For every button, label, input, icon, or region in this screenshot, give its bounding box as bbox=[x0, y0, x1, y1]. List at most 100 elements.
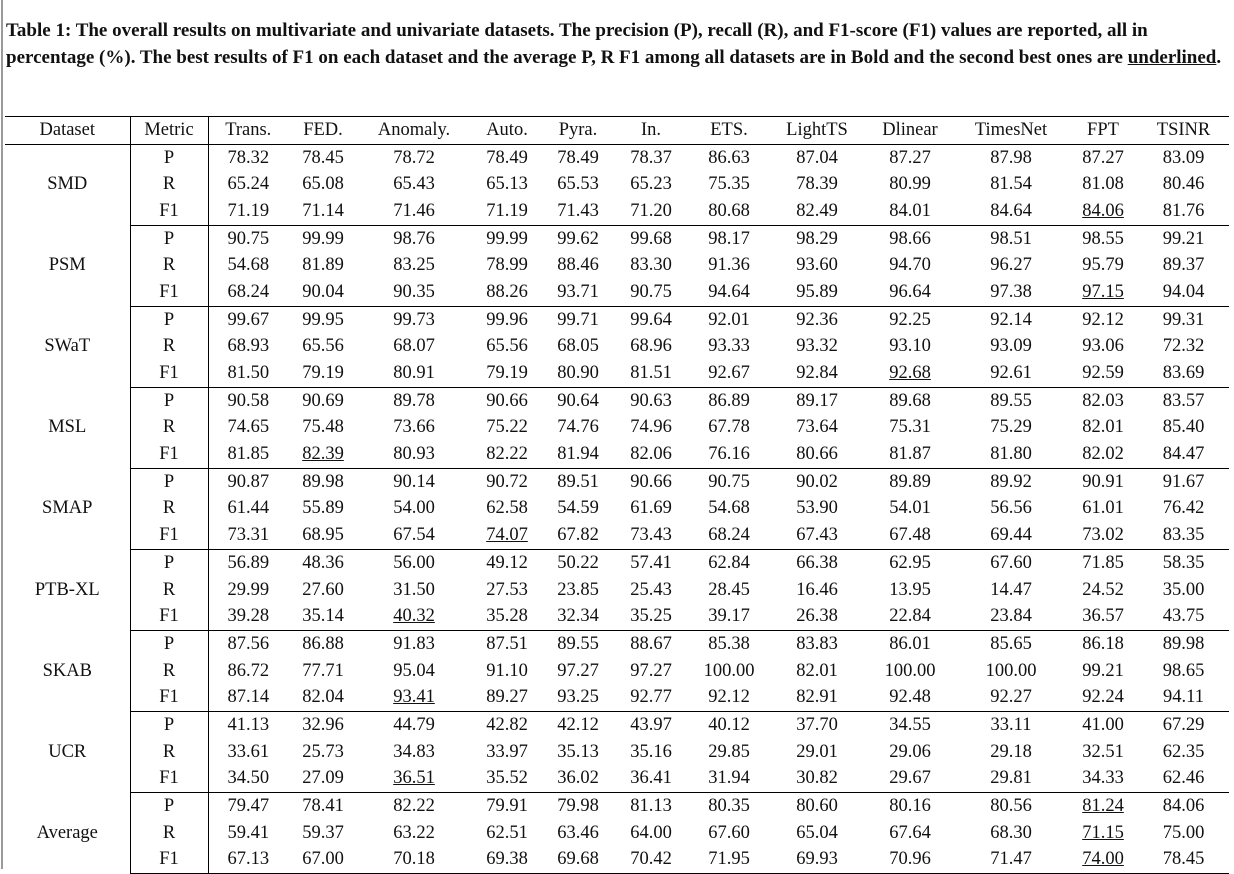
table-cell: 99.21 bbox=[1082, 660, 1124, 681]
table-row: Average P 79.47 78.41 82.22 79.91 79.98 81.13 80… bbox=[5, 792, 1229, 874]
table-cell: 94.64 bbox=[690, 279, 768, 307]
table-cell: 40.32 bbox=[358, 603, 470, 632]
table-cell: 87.56 bbox=[227, 633, 270, 654]
metric-label: P bbox=[130, 792, 209, 820]
table-cell: 89.55 bbox=[990, 390, 1032, 411]
table-cell: 68.95 bbox=[288, 522, 358, 551]
table-cell: 59.41 bbox=[227, 822, 270, 843]
dataset-group: SMAP P 90.87 89.98 90.14 90.72 89.51 90.66 90.75… bbox=[5, 468, 1229, 551]
table-cell: 50.22 bbox=[557, 552, 599, 573]
table-cell: 96.64 bbox=[866, 279, 954, 307]
table-cell: 65.23 bbox=[630, 174, 672, 195]
table-cell: 85.40 bbox=[1162, 417, 1205, 438]
table-cell: 69.38 bbox=[470, 846, 544, 874]
metric-label: R bbox=[130, 333, 209, 361]
table-cell: 27.60 bbox=[302, 579, 344, 600]
table-cell: 62.35 bbox=[1162, 741, 1205, 762]
column-header: FED. bbox=[288, 116, 358, 145]
table-cell: 71.43 bbox=[544, 198, 612, 226]
table-cell: 80.93 bbox=[358, 441, 470, 469]
table-cell: 86.72 bbox=[227, 660, 270, 681]
metric-label: F1 bbox=[130, 198, 209, 226]
table-cell: 70.42 bbox=[612, 846, 690, 874]
table-cell: 83.30 bbox=[630, 255, 672, 276]
table-row: R 68.93 65.56 68.07 65.56 68.05 68.96 93.33 93.3… bbox=[5, 333, 1229, 361]
table-cell: 65.56 bbox=[302, 336, 344, 357]
table-cell: 65.56 bbox=[486, 336, 528, 357]
table-cell: 76.16 bbox=[690, 441, 768, 469]
table-cell: 84.01 bbox=[866, 198, 954, 226]
table-row: F1 71.19 71.14 71.46 71.19 71.43 71.20 80.68 82.… bbox=[5, 198, 1229, 226]
dataset-name: SWaT bbox=[5, 306, 131, 388]
table-cell: 35.16 bbox=[630, 741, 672, 762]
table-cell: 61.69 bbox=[630, 498, 672, 519]
table-row: F1 34.50 27.09 36.51 35.52 36.02 36.41 31.94 30.… bbox=[5, 765, 1229, 794]
table-cell: 87.14 bbox=[208, 684, 288, 713]
table-cell: 68.05 bbox=[557, 336, 599, 357]
table-cell: 88.26 bbox=[470, 279, 544, 307]
table-cell: 98.76 bbox=[393, 228, 435, 249]
table-cell: 81.89 bbox=[302, 255, 344, 276]
table-cell: 65.13 bbox=[486, 174, 528, 195]
table-cell: 63.46 bbox=[557, 822, 599, 843]
table-cell: 92.12 bbox=[690, 684, 768, 713]
table-cell: 73.31 bbox=[208, 522, 288, 551]
table-cell: 56.56 bbox=[990, 498, 1032, 519]
table-cell: 32.34 bbox=[544, 603, 612, 632]
table-cell: 100.00 bbox=[985, 660, 1037, 681]
table-cell: 72.32 bbox=[1162, 336, 1205, 357]
dataset-group: SWaT P 99.67 99.95 99.73 99.96 99.71 99.64 92.01… bbox=[5, 306, 1229, 388]
table-cell: 78.49 bbox=[486, 147, 528, 168]
table-cell: 90.66 bbox=[486, 390, 528, 411]
metric-label: P bbox=[130, 225, 209, 253]
metric-label: F1 bbox=[130, 846, 209, 874]
table-cell: 80.56 bbox=[990, 796, 1032, 817]
table-cell: 62.51 bbox=[486, 822, 528, 843]
table-row: R 61.44 55.89 54.00 62.58 54.59 61.69 54.68 53.9… bbox=[5, 495, 1229, 523]
table-cell: 88.67 bbox=[630, 633, 672, 654]
table-cell: 80.46 bbox=[1162, 174, 1205, 195]
table-cell: 66.38 bbox=[796, 552, 838, 573]
dataset-name: PTB-XL bbox=[5, 549, 131, 631]
table-cell: 65.24 bbox=[227, 174, 270, 195]
table-cell: 32.51 bbox=[1082, 741, 1124, 762]
table-cell: 64.00 bbox=[630, 822, 672, 843]
table-cell: 99.95 bbox=[302, 309, 344, 330]
table-cell: 73.43 bbox=[612, 522, 690, 551]
table-cell: 35.00 bbox=[1162, 579, 1205, 600]
table-cell: 34.50 bbox=[208, 765, 288, 794]
dataset-name: MSL bbox=[5, 387, 131, 469]
page-left-border bbox=[1, 0, 3, 869]
table-cell: 67.54 bbox=[358, 522, 470, 551]
table-cell: 99.68 bbox=[630, 228, 672, 249]
table-row: PSM P 90.75 99.99 98.76 99.99 99.62 99.68 98.17 9… bbox=[5, 225, 1229, 307]
table-cell: 92.14 bbox=[990, 309, 1032, 330]
table-cell: 76.42 bbox=[1162, 498, 1205, 519]
table-cell: 39.28 bbox=[208, 603, 288, 632]
table-row: F1 81.85 82.39 80.93 82.22 81.94 82.06 76.16 80.… bbox=[5, 441, 1229, 469]
table-cell: 68.07 bbox=[393, 336, 435, 357]
table-cell: 41.13 bbox=[227, 714, 270, 735]
table-cell: 86.18 bbox=[1082, 633, 1124, 654]
table-cell: 91.67 bbox=[1162, 471, 1205, 492]
table-cell: 90.66 bbox=[630, 471, 672, 492]
table-cell: 82.04 bbox=[288, 684, 358, 713]
table-cell: 82.02 bbox=[1068, 441, 1138, 469]
metric-label: F1 bbox=[130, 684, 209, 713]
column-header: Pyra. bbox=[544, 116, 612, 145]
table-cell: 87.04 bbox=[796, 147, 838, 168]
table-cell: 68.93 bbox=[227, 336, 270, 357]
table-cell: 93.06 bbox=[1082, 336, 1124, 357]
table-cell: 79.98 bbox=[557, 796, 599, 817]
table-cell: 82.39 bbox=[288, 441, 358, 469]
table-row: SMAP P 90.87 89.98 90.14 90.72 89.51 90.66 90.75… bbox=[5, 468, 1229, 550]
table-cell: 73.02 bbox=[1068, 522, 1138, 551]
table-cell: 83.09 bbox=[1162, 147, 1205, 168]
table-cell: 42.12 bbox=[557, 714, 599, 735]
table-header-row: Dataset Metric Trans. FED. Anomaly. Auto. Pyra… bbox=[5, 116, 1229, 145]
table-cell: 90.91 bbox=[1082, 471, 1124, 492]
table-cell: 58.35 bbox=[1162, 552, 1205, 573]
table-cell: 87.27 bbox=[889, 147, 931, 168]
table-cell: 65.43 bbox=[393, 174, 435, 195]
table-row: PTB-XL P 56.89 48.36 56.00 49.12 50.22 57.41 62.… bbox=[5, 549, 1229, 631]
